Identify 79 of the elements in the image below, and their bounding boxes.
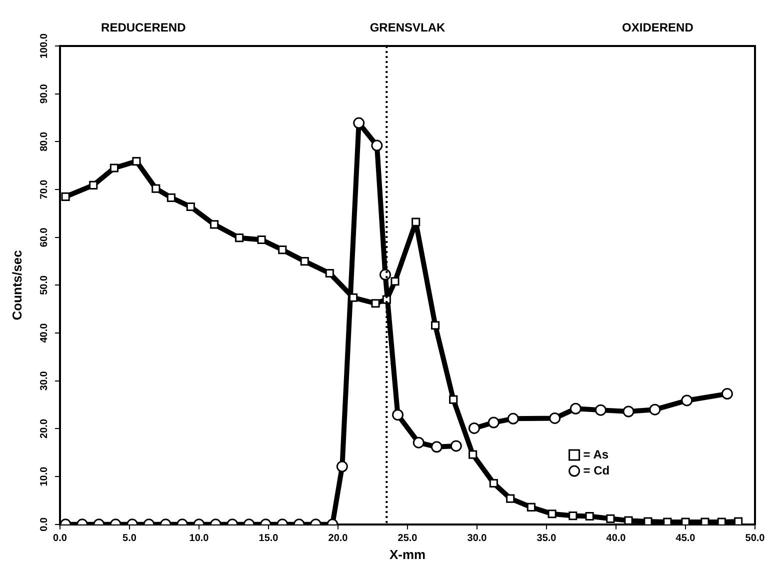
y-tick-label: 80.0: [38, 132, 50, 152]
point: [468, 422, 480, 434]
point: [152, 184, 160, 193]
y-tick-label: 50.0: [38, 275, 50, 295]
x-tick-label: 40.0: [606, 533, 626, 544]
x-axis-title: X-mm: [389, 546, 426, 562]
point: [649, 404, 661, 416]
point: [390, 277, 400, 286]
point: [412, 218, 420, 226]
point: [594, 404, 606, 416]
point: [644, 517, 652, 524]
text: REDUCEREND: [101, 20, 186, 34]
text: GRENSVLAK: [370, 20, 446, 34]
point: [371, 299, 380, 308]
point: [336, 460, 348, 472]
x-tick-label: 35.0: [536, 533, 557, 544]
point: [506, 494, 515, 503]
point: [548, 510, 556, 518]
point: [110, 164, 118, 172]
legend-label: = As: [583, 447, 609, 462]
point: [721, 388, 733, 400]
x-tick-label: 10.0: [189, 533, 210, 544]
y-tick-label: 100.0: [38, 33, 50, 59]
point: [507, 412, 519, 424]
point: [681, 394, 693, 406]
x-tick-label: 30.0: [467, 533, 488, 544]
point: [61, 192, 70, 201]
point: [412, 436, 424, 448]
y-tick-label: 70.0: [38, 179, 50, 200]
point: [700, 518, 710, 524]
point: [449, 395, 458, 404]
x-tick-label: 45.0: [676, 533, 696, 544]
point: [681, 518, 690, 524]
y-tick-label: 20.0: [38, 418, 50, 438]
point: [717, 518, 726, 524]
y-tick-label: 90.0: [38, 84, 50, 104]
point: [450, 440, 462, 452]
point: [325, 268, 334, 278]
point: [392, 409, 404, 421]
point: [585, 512, 594, 521]
point: [734, 517, 743, 524]
y-axis-title: Counts/sec: [9, 250, 24, 320]
point: [371, 140, 383, 152]
point: [166, 193, 176, 202]
text: OXIDEREND: [622, 20, 694, 34]
point: [570, 402, 582, 414]
point: [210, 220, 219, 229]
x-tick-label: 5.0: [122, 533, 137, 544]
point: [132, 157, 141, 166]
point: [526, 502, 536, 512]
x-tick-label: 15.0: [258, 533, 279, 544]
point: [186, 202, 195, 212]
point: [353, 117, 365, 129]
point: [622, 406, 634, 418]
point: [568, 512, 578, 520]
point: [257, 235, 266, 244]
point: [278, 246, 287, 254]
x-tick-label: 20.0: [328, 533, 348, 544]
legend-label: = Cd: [583, 463, 610, 478]
point: [89, 180, 98, 190]
point: [624, 516, 633, 524]
point: [489, 478, 498, 488]
x-tick-label: 0.0: [53, 533, 68, 544]
x-tick-label: 50.0: [745, 533, 766, 544]
y-tick-label: 30.0: [38, 370, 50, 391]
point: [549, 412, 561, 424]
point: [488, 416, 500, 428]
point: [468, 450, 478, 459]
y-tick-label: 60.0: [38, 227, 50, 248]
point: [235, 234, 244, 242]
point: [606, 514, 615, 523]
point: [663, 518, 672, 524]
point: [430, 441, 442, 453]
y-tick-label: 40.0: [38, 322, 50, 343]
y-tick-label: 10.0: [38, 466, 50, 486]
point: [431, 321, 440, 330]
point: [300, 256, 309, 266]
y-tick-label: 0.0: [38, 517, 50, 532]
x-tick-label: 25.0: [398, 533, 418, 544]
